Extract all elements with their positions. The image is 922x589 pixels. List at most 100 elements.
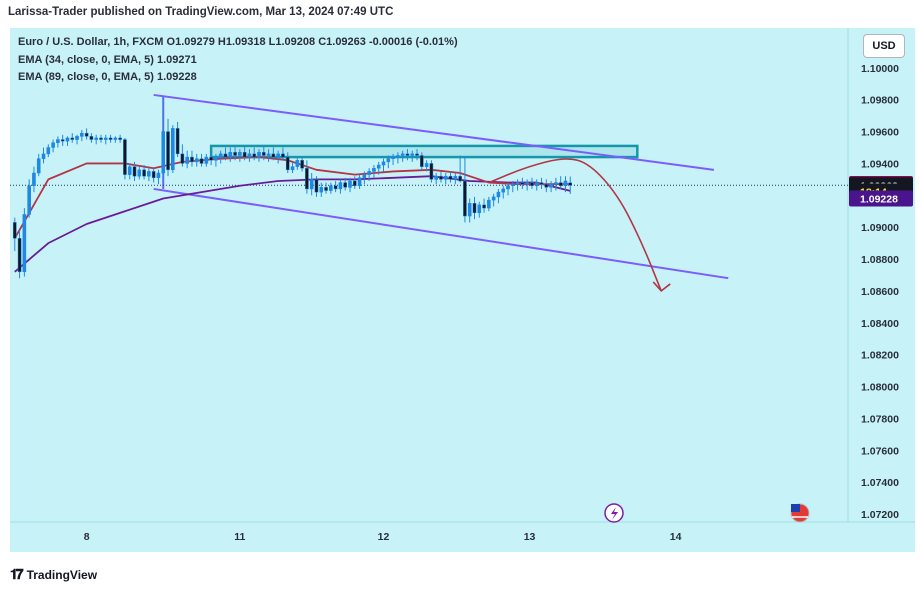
candle-body bbox=[362, 174, 367, 179]
candle-body bbox=[123, 139, 127, 175]
candle bbox=[429, 160, 434, 183]
candle bbox=[396, 152, 400, 164]
candle-body bbox=[496, 191, 501, 198]
candle-body bbox=[539, 182, 544, 185]
candle-body bbox=[386, 158, 391, 163]
price-tag-bg bbox=[849, 190, 913, 207]
candle-body bbox=[281, 153, 285, 158]
candle bbox=[185, 150, 189, 169]
candle bbox=[161, 96, 166, 183]
candle-body bbox=[482, 204, 486, 209]
candle-body bbox=[357, 177, 362, 187]
candle bbox=[266, 149, 271, 162]
chart-panel[interactable]: 1.100001.098001.096001.094001.092001.090… bbox=[10, 28, 915, 552]
candle bbox=[367, 168, 371, 181]
candle-body bbox=[506, 185, 510, 190]
candle bbox=[271, 147, 276, 161]
candle-body bbox=[51, 142, 55, 148]
flash-icon[interactable] bbox=[604, 503, 624, 523]
channel-lower-line bbox=[153, 187, 729, 280]
candle-body bbox=[218, 153, 223, 158]
candle bbox=[142, 165, 146, 180]
candle bbox=[381, 158, 386, 172]
candle bbox=[525, 179, 529, 191]
candle bbox=[204, 153, 209, 167]
channel-upper-line bbox=[153, 93, 715, 171]
candle bbox=[123, 137, 127, 180]
candle-body bbox=[113, 137, 118, 140]
candle bbox=[41, 147, 46, 164]
candle-body bbox=[544, 183, 549, 188]
candle-body bbox=[32, 172, 36, 187]
candle bbox=[218, 150, 223, 164]
candle bbox=[103, 134, 108, 145]
candle-body bbox=[453, 175, 458, 180]
candle-body bbox=[161, 131, 166, 174]
candle bbox=[147, 168, 151, 181]
us-flag-event-icon[interactable] bbox=[790, 503, 810, 523]
x-tick-label: 13 bbox=[524, 531, 536, 543]
candle-body bbox=[396, 155, 400, 158]
currency-button[interactable]: USD bbox=[863, 34, 905, 58]
candle-body bbox=[439, 175, 443, 180]
candle bbox=[415, 149, 419, 161]
candle-body bbox=[12, 222, 17, 239]
candle-body bbox=[305, 167, 309, 190]
candle-body bbox=[171, 128, 175, 171]
candle bbox=[247, 149, 252, 162]
candle bbox=[118, 134, 122, 143]
legend-symbol-ohlc[interactable]: Euro / U.S. Dollar, 1h, FXCM O1.09279 H1… bbox=[18, 36, 458, 48]
candle-body bbox=[41, 153, 46, 159]
price-tag: 1.09228 bbox=[849, 190, 913, 207]
candle bbox=[386, 155, 391, 169]
candle-body bbox=[156, 172, 161, 179]
candle bbox=[285, 152, 290, 174]
candle bbox=[99, 134, 103, 143]
candle-body bbox=[242, 152, 247, 158]
candle bbox=[530, 177, 534, 189]
candle bbox=[329, 182, 333, 194]
candle bbox=[400, 150, 405, 162]
candle bbox=[238, 149, 242, 162]
candle bbox=[36, 153, 41, 177]
candle-body bbox=[348, 180, 352, 188]
candle bbox=[568, 176, 573, 195]
y-tick-label: 1.09800 bbox=[861, 95, 899, 107]
price-chart[interactable]: 1.100001.098001.096001.094001.092001.090… bbox=[10, 28, 915, 552]
projection-curve bbox=[488, 158, 662, 292]
candle bbox=[261, 145, 266, 161]
candle bbox=[108, 134, 113, 143]
candle bbox=[127, 163, 132, 180]
candle bbox=[372, 165, 376, 178]
candle bbox=[309, 173, 314, 196]
candle-body bbox=[190, 156, 194, 163]
candle-body bbox=[261, 152, 266, 156]
candle bbox=[80, 129, 84, 142]
candle-body bbox=[376, 164, 381, 169]
candle-body bbox=[233, 152, 237, 156]
candle-body bbox=[400, 153, 405, 156]
candle bbox=[482, 198, 486, 213]
candle-body bbox=[343, 182, 348, 188]
x-tick-label: 14 bbox=[670, 531, 682, 543]
candle bbox=[348, 177, 352, 193]
candle-body bbox=[563, 180, 568, 187]
y-tick-label: 1.07800 bbox=[861, 413, 899, 425]
candle bbox=[113, 136, 118, 143]
y-tick-label: 1.08400 bbox=[861, 318, 899, 330]
candle-body bbox=[472, 203, 477, 214]
candle-body bbox=[415, 153, 419, 156]
candle-body bbox=[142, 169, 146, 177]
candle-body bbox=[324, 187, 328, 191]
candle-body bbox=[333, 185, 338, 190]
x-tick-label: 8 bbox=[84, 531, 90, 543]
candle bbox=[56, 136, 60, 148]
candle bbox=[194, 153, 199, 167]
candle bbox=[544, 179, 549, 193]
legend-ema-34[interactable]: EMA (34, close, 0, EMA, 5) 1.09271 bbox=[18, 53, 197, 66]
candle-body bbox=[391, 156, 395, 159]
candle bbox=[305, 160, 309, 194]
candle-body bbox=[103, 137, 108, 140]
candle-body bbox=[501, 188, 506, 193]
legend-ema-89[interactable]: EMA (89, close, 0, EMA, 5) 1.09228 bbox=[18, 71, 197, 83]
